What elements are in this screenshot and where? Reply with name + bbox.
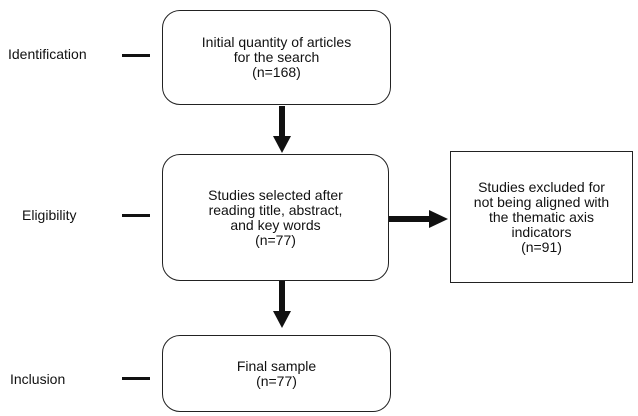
box-studies-selected: Studies selected after reading title, ab… [162,154,389,281]
box-selected-line-1: Studies selected after [208,186,343,203]
box-studies-excluded: Studies excluded for not being aligned w… [450,151,633,283]
box-selected-line-2: reading title, abstract, [208,201,343,218]
arrow-selected-to-excluded [389,210,448,228]
stage-label-identification: Identification [8,46,87,62]
stage-dash-inclusion [122,377,150,380]
box-initial-line-2: for the search [233,49,320,65]
arrow-selected-to-final [273,281,291,328]
box-excluded-line-2: not being aligned with [473,193,610,210]
box-initial-line-1: Initial quantity of articles [201,34,352,50]
stage-dash-eligibility [122,214,150,217]
box-initial-articles: Initial quantity of articles for the sea… [162,10,391,105]
stage-label-inclusion: Inclusion [10,371,66,387]
stage-label-eligibility: Eligibility [22,207,77,223]
box-excluded-line-4: indicators [511,223,572,240]
stage-dash-identification [122,54,150,57]
box-final-sample: Final sample (n=77) [162,335,391,412]
box-excluded-line-3: the thematic axis [488,208,595,225]
box-selected-count: (n=77) [255,231,296,248]
box-final-line-1: Final sample [236,357,317,374]
arrow-initial-to-selected [273,106,291,153]
box-excluded-count: (n=91) [521,238,562,255]
box-excluded-line-1: Studies excluded for [478,178,605,195]
box-final-count: (n=77) [256,372,297,389]
box-initial-count: (n=168) [252,64,301,80]
box-selected-line-3: and key words [230,216,321,233]
